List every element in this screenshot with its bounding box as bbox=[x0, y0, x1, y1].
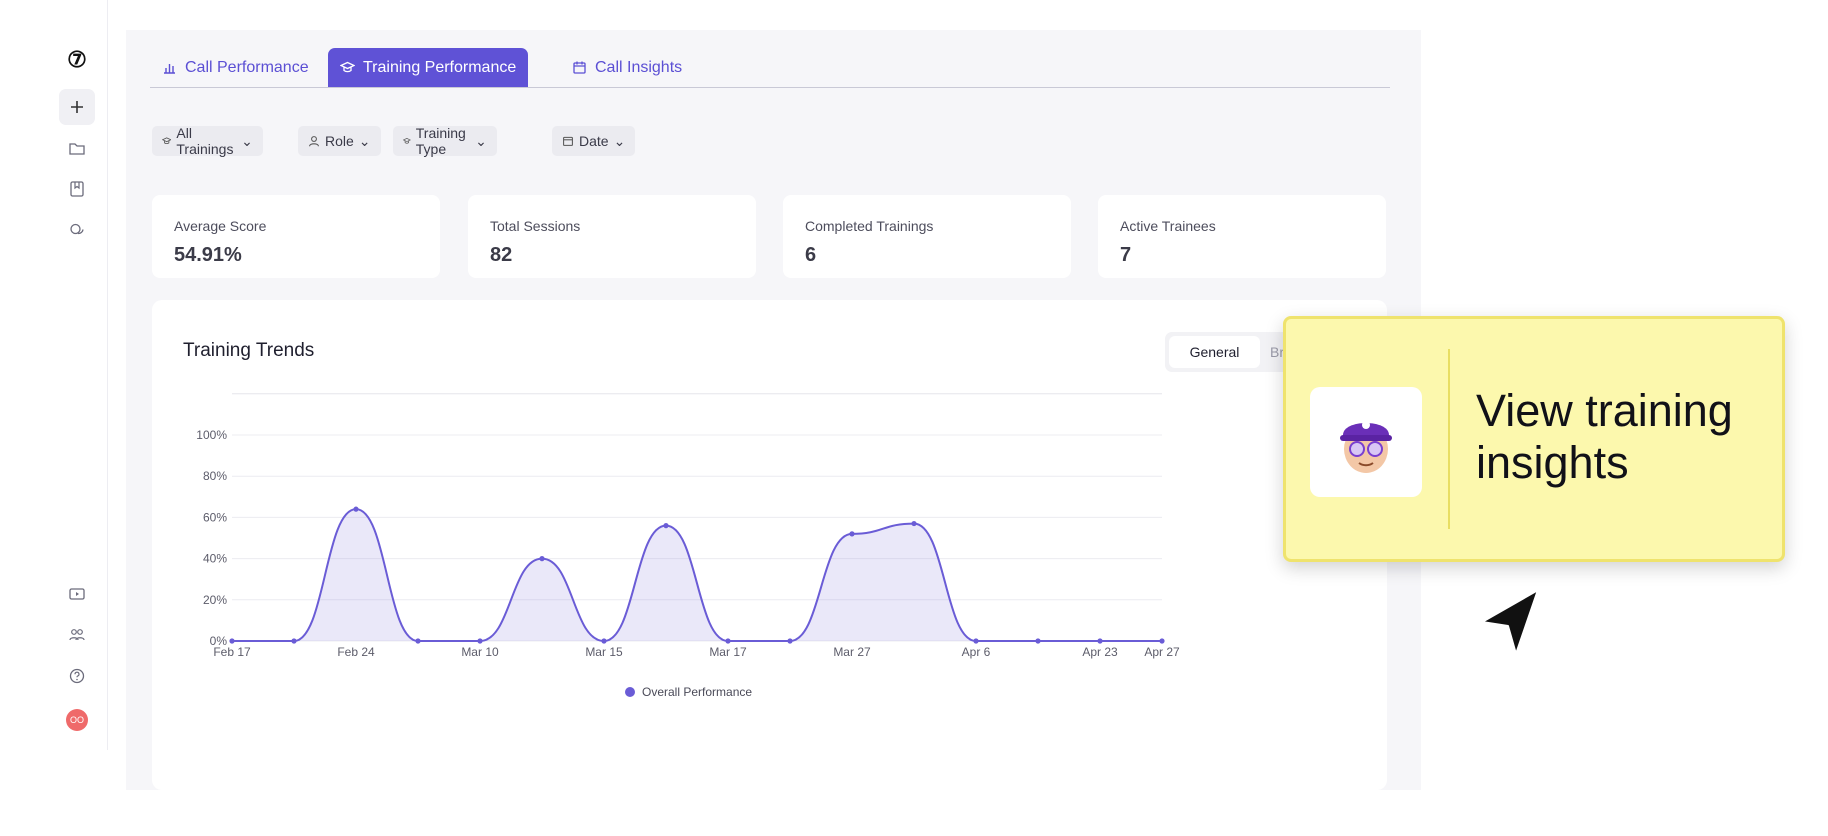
y-tick-label: 0% bbox=[210, 634, 228, 648]
filter-all-trainings[interactable]: All Trainings ⌄ bbox=[152, 125, 263, 157]
chat-icon[interactable] bbox=[59, 212, 95, 248]
tab-call-performance[interactable]: Call Performance bbox=[150, 48, 321, 87]
x-tick-label: Mar 10 bbox=[461, 645, 499, 659]
x-tick-label: Feb 24 bbox=[337, 645, 375, 659]
graduation-cap-icon bbox=[162, 137, 172, 144]
data-point bbox=[787, 638, 793, 644]
tab-label: Training Performance bbox=[363, 58, 517, 76]
stat-card-average-score: Average Score 54.91% bbox=[152, 195, 440, 278]
chevron-down-icon: ⌄ bbox=[475, 132, 487, 149]
stat-label: Average Score bbox=[174, 218, 267, 234]
help-icon[interactable] bbox=[59, 658, 95, 694]
stat-value: 82 bbox=[490, 244, 513, 266]
stat-value: 54.91% bbox=[174, 244, 242, 266]
panel-title: Training Trends bbox=[183, 340, 315, 361]
stat-label: Total Sessions bbox=[490, 218, 581, 234]
video-icon[interactable] bbox=[59, 576, 95, 612]
avatar[interactable]: OO bbox=[66, 709, 88, 731]
legend-label: Overall Performance bbox=[642, 685, 752, 699]
filter-date[interactable]: Date ⌄ bbox=[552, 126, 636, 156]
legend-marker bbox=[625, 687, 635, 697]
data-point bbox=[973, 638, 979, 644]
sidebar: ⑦ OO bbox=[0, 0, 108, 750]
filter-label: Role bbox=[325, 133, 354, 149]
tab-label: Call Insights bbox=[595, 58, 683, 76]
character-avatar-icon bbox=[1340, 421, 1392, 473]
series-area bbox=[232, 509, 1162, 641]
main-content: Call Performance Training Performance Ca… bbox=[126, 30, 1421, 790]
training-trends-chart: 0% 20% 40% 60% 80% 100% Feb 17 Feb 24 Mar 10 Mar … bbox=[196, 393, 1180, 699]
chevron-down-icon: ⌄ bbox=[241, 132, 253, 149]
stat-card-total-sessions: Total Sessions 82 bbox=[468, 195, 756, 278]
y-tick-label: 100% bbox=[196, 428, 227, 442]
stat-value: 7 bbox=[1120, 244, 1132, 266]
filter-role[interactable]: Role ⌄ bbox=[298, 126, 381, 156]
data-point bbox=[291, 638, 297, 644]
tab-call-insights[interactable]: Call Insights bbox=[560, 48, 694, 87]
filter-label: Date bbox=[579, 133, 609, 149]
y-tick-label: 80% bbox=[203, 469, 227, 483]
callout-text: View training insights bbox=[1476, 385, 1733, 488]
filter-label: Training Type bbox=[415, 125, 466, 157]
tab-bar: Call Performance Training Performance Ca… bbox=[150, 48, 1390, 88]
filter-label: All Trainings bbox=[176, 125, 234, 157]
x-tick-label: Feb 17 bbox=[213, 645, 251, 659]
calendar-icon bbox=[573, 61, 586, 74]
x-tick-label: Mar 27 bbox=[833, 645, 871, 659]
y-tick-label: 20% bbox=[203, 593, 227, 607]
team-icon[interactable] bbox=[59, 617, 95, 653]
data-point bbox=[353, 506, 359, 512]
chevron-down-icon: ⌄ bbox=[358, 132, 371, 149]
filter-training-type[interactable]: Training Type ⌄ bbox=[393, 125, 497, 157]
stat-card-completed-trainings: Completed Trainings 6 bbox=[783, 195, 1071, 278]
data-point bbox=[849, 531, 855, 537]
stat-value: 6 bbox=[805, 244, 817, 266]
calendar-icon bbox=[563, 136, 573, 146]
y-tick-label: 40% bbox=[203, 552, 227, 566]
tab-training-performance[interactable]: Training Performance bbox=[328, 48, 529, 87]
stat-card-active-trainees: Active Trainees 7 bbox=[1098, 195, 1386, 278]
graduation-cap-icon bbox=[340, 61, 355, 73]
callout-divider bbox=[1448, 349, 1450, 529]
stat-label: Completed Trainings bbox=[805, 218, 934, 234]
data-point bbox=[1035, 638, 1041, 644]
stat-label: Active Trainees bbox=[1120, 218, 1216, 234]
guide-avatar bbox=[1310, 387, 1422, 497]
chevron-down-icon: ⌄ bbox=[613, 132, 626, 149]
training-trends-panel: 0% 20% 40% 60% 80% 100% Feb 17 Feb 24 Mar 10 Mar … bbox=[152, 300, 1387, 790]
plus-icon[interactable] bbox=[59, 89, 95, 125]
x-tick-label: Apr 27 bbox=[1144, 645, 1180, 659]
x-tick-label: Apr 23 bbox=[1082, 645, 1118, 659]
graduation-cap-icon bbox=[403, 138, 411, 144]
x-tick-label: Mar 15 bbox=[585, 645, 623, 659]
bar-chart-icon bbox=[164, 64, 175, 74]
app-logo[interactable]: ⑦ bbox=[67, 47, 87, 72]
user-icon bbox=[309, 136, 319, 147]
x-tick-label: Mar 17 bbox=[709, 645, 747, 659]
data-point bbox=[1097, 638, 1103, 644]
data-point bbox=[229, 638, 235, 644]
tab-label: Call Performance bbox=[185, 58, 309, 76]
data-point bbox=[725, 638, 731, 644]
data-point bbox=[477, 638, 483, 644]
data-point bbox=[415, 638, 421, 644]
folder-icon[interactable] bbox=[59, 130, 95, 166]
cursor-pointer-icon bbox=[1481, 589, 1539, 655]
x-tick-label: Apr 6 bbox=[962, 645, 991, 659]
data-point bbox=[663, 523, 669, 529]
toggle-general-button[interactable]: General bbox=[1169, 336, 1260, 368]
data-point bbox=[911, 520, 917, 527]
data-point bbox=[1159, 638, 1165, 644]
tutorial-callout[interactable]: View training insights bbox=[1283, 316, 1785, 562]
bookmark-icon[interactable] bbox=[59, 171, 95, 207]
data-point bbox=[601, 638, 607, 644]
data-point bbox=[539, 556, 545, 562]
y-tick-label: 60% bbox=[203, 510, 227, 524]
